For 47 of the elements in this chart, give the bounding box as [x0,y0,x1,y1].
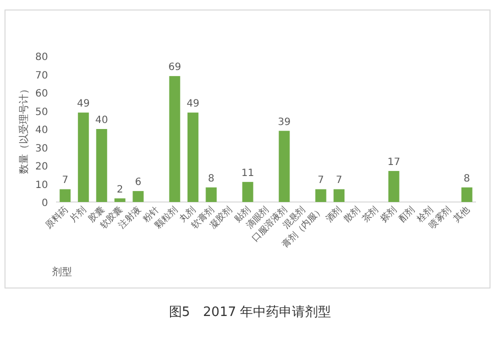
y-tick-label: 60 [35,88,48,100]
bar [169,76,180,202]
y-tick-label: 80 [35,52,48,63]
data-label: 6 [134,177,142,188]
data-label: 40 [95,115,108,126]
bar [388,170,400,202]
y-tick-label: 10 [35,180,48,191]
bar [78,112,89,202]
bar [206,187,217,202]
y-tick-label: 70 [35,70,48,82]
x-tick-label: 酊剂 [396,204,418,225]
y-axis-title: 数量（以受理号计） [18,84,30,174]
data-label: 49 [186,98,200,110]
data-label: 8 [464,173,470,184]
data-label: 17 [387,156,400,168]
x-axis-title: 剂型 [52,266,72,278]
data-label: 7 [62,175,68,186]
x-tick-label: 其他 [451,204,472,225]
bar [60,189,71,202]
bar [278,130,290,202]
data-label: 7 [318,175,324,186]
bar [96,129,108,202]
x-tick-label: 片剂 [68,204,89,225]
y-tick-label: 50 [35,106,48,118]
y-tick-label: 0 [42,198,48,209]
bar [132,191,144,202]
x-tick-label: 搽剂 [378,204,399,225]
caption: 图5 2017 年中药申请剂型 [168,304,332,320]
bar [315,189,326,202]
y-tick-label: 40 [35,125,48,136]
data-label: 8 [208,173,214,184]
y-tick-label: 20 [35,162,48,172]
data-label: 2 [116,184,124,196]
data-label: 69 [168,62,182,74]
bar [242,182,254,202]
x-tick-label: 散剂 [342,204,362,225]
data-label: 49 [77,98,90,110]
bar [114,198,126,202]
data-label: 11 [241,168,254,179]
x-tick-label: 酒剂 [324,204,344,225]
data-label: 7 [336,175,342,186]
bar [187,112,198,202]
x-tick-label: 茶剂 [360,204,381,225]
bar [461,187,472,202]
y-tick-label: 30 [35,143,48,154]
data-label: 39 [278,116,291,128]
bar [334,189,345,202]
